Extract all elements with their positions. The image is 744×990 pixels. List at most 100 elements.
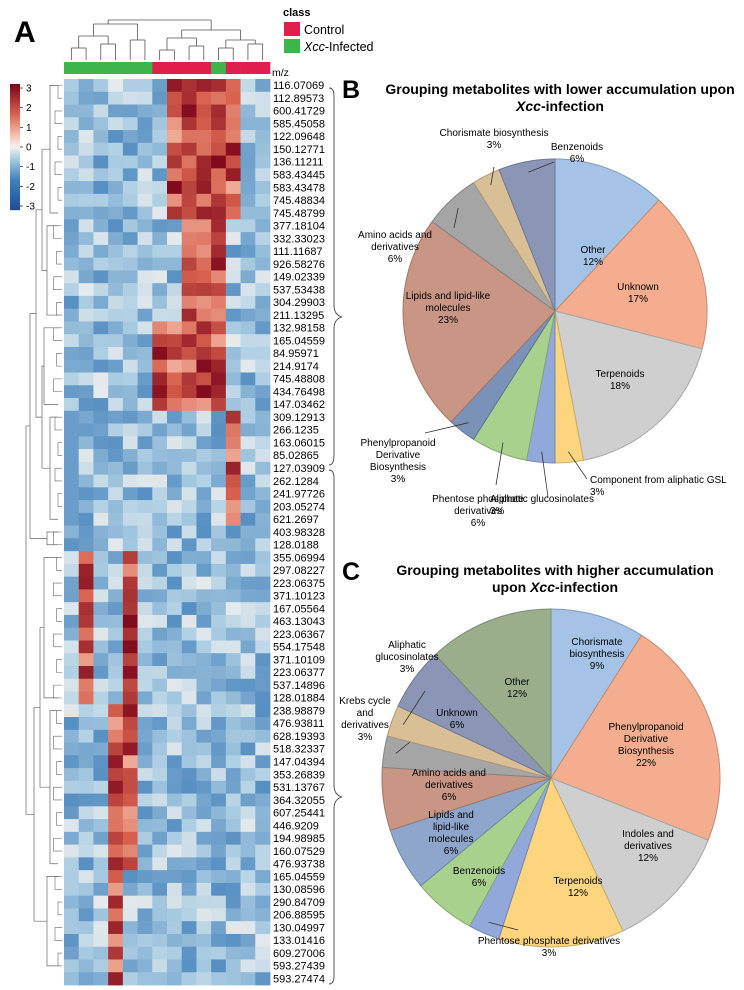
heatmap-cell [64,921,80,935]
color-scale-step [10,129,20,131]
heatmap-cell [240,142,256,156]
heatmap-cell [93,831,109,846]
color-scale-step [10,130,20,132]
heatmap-cell [93,219,109,233]
dendrogram-branch [49,85,58,214]
heatmap-cell [240,525,256,539]
heatmap-cell [152,168,168,182]
heatmap-cell [240,921,256,935]
heatmap-cell [78,398,94,412]
color-scale-step [10,118,20,120]
dendrogram-branch [57,187,62,201]
heatmap-cell [211,500,227,514]
heatmap-cell [240,449,256,463]
color-scale-step [10,157,20,159]
heatmap-cell [108,780,124,794]
heatmap-cell [167,806,183,820]
heatmap-cell [108,449,124,463]
heatmap-cell [196,717,212,731]
heatmap-cell [152,972,168,986]
heatmap-cell [225,729,241,743]
heatmap-cell [211,921,227,935]
heatmap-cell [152,461,168,475]
heatmap-cell [78,117,94,131]
heatmap-cell [152,474,168,488]
heatmap-cell [167,385,183,399]
heatmap-cell [255,908,271,922]
heatmap-cell [93,946,109,960]
heatmap-cell [240,780,256,794]
color-scale-step [10,201,20,203]
heatmap-cell [78,512,94,527]
heatmap-cell [255,79,271,93]
heatmap-cell [152,742,168,756]
heatmap-cell [122,346,138,361]
legend-infected-swatch [284,39,300,53]
heatmap-cell [93,538,109,552]
heatmap-cell [152,704,168,718]
heatmap-cell [64,346,80,361]
heatmap-cell [255,589,271,603]
color-scale-step [10,97,20,99]
heatmap-cell [93,372,109,386]
color-scale-step [10,167,20,169]
color-scale-tick-label: 3 [26,84,32,95]
mz-row-label: 476.93811 [273,718,324,730]
heatmap-cell [240,870,256,884]
heatmap-cell [93,908,109,922]
heatmap-cell [181,283,197,297]
heatmap-cell [240,959,256,973]
heatmap-cell [196,334,212,348]
heatmap-cell [122,142,138,156]
heatmap-cell [108,500,124,514]
heatmap-cell [137,933,153,948]
heatmap-cell [122,321,138,335]
mz-row-label: 593.27474 [273,973,325,985]
heatmap-cell [225,627,241,641]
dendrogram-branch [53,276,62,290]
heatmap-cell [152,525,168,539]
mz-row-label: 304.29903 [273,297,325,309]
heatmap-cell [152,946,168,960]
heatmap-cell [225,946,241,960]
heatmap-cell [181,359,197,373]
heatmap-cell [78,538,94,552]
heatmap-cell [152,244,168,259]
heatmap-cell [211,768,227,782]
heatmap-cell [93,525,109,539]
heatmap-cell [167,653,183,667]
heatmap-cell [108,576,124,590]
color-scale-step [10,126,20,128]
color-scale-tick-label: 0 [26,143,32,154]
pie-chart-b [402,158,708,464]
heatmap-cell [108,768,124,782]
heatmap-cell [196,257,212,271]
heatmap-cell [122,921,138,935]
heatmap-cell [64,79,80,93]
heatmap-cell [196,219,212,233]
heatmap-cell [152,155,168,169]
heatmap-cell [211,653,227,667]
heatmap-cell [211,946,227,960]
color-scale-step [10,104,20,106]
heatmap-cell [122,500,138,514]
heatmap-cell [93,742,109,756]
heatmap-cell [93,704,109,718]
heatmap-cell [225,270,241,284]
pie-slice-label: Terpenoids 18% [596,369,645,392]
mz-row-label: 132.98158 [273,323,325,335]
color-scale-step [10,202,20,204]
color-scale-step [10,187,20,189]
heatmap-cell [240,895,256,909]
heatmap-cell [64,870,80,884]
heatmap-cell [108,551,124,565]
heatmap-cell [167,551,183,565]
heatmap-cell [93,423,109,437]
mz-row-label: 149.02339 [273,272,325,284]
heatmap-cell [122,768,138,782]
heatmap-cell [64,385,80,399]
heatmap-cell [78,257,94,271]
heatmap-cell [64,819,80,833]
heatmap-cell [78,755,94,769]
heatmap-cell [108,563,124,578]
